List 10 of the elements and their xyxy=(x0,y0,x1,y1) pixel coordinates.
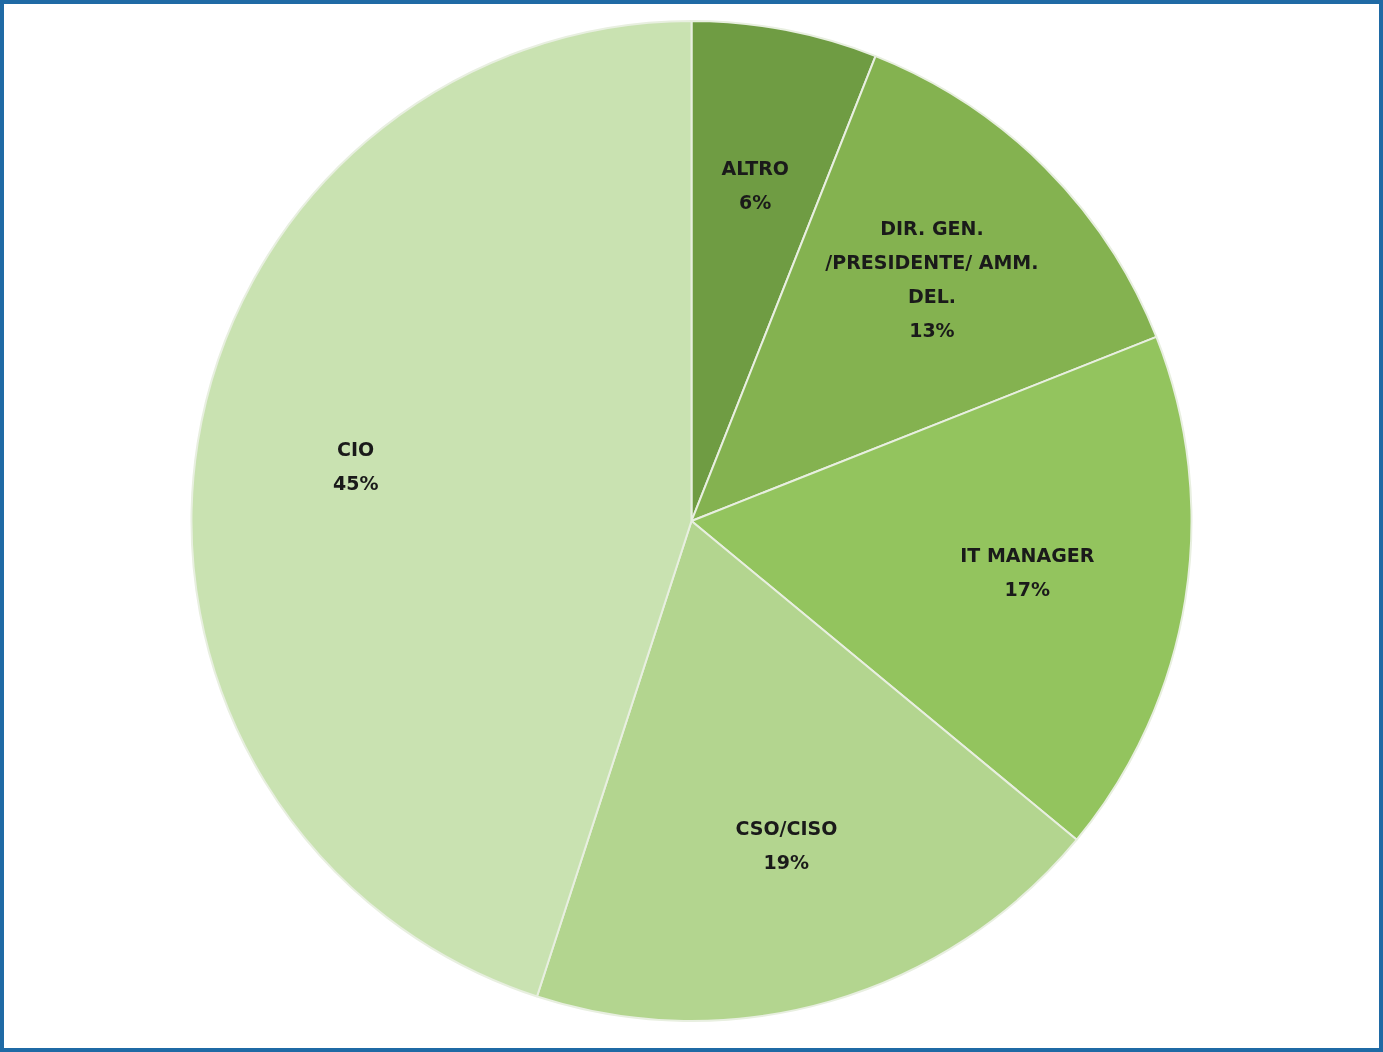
data-label: 6% xyxy=(739,190,772,213)
slice-label: IT MANAGER xyxy=(960,544,1095,567)
slice-label: DIR. GEN. /PRESIDENTE/ AMM. DEL. xyxy=(825,216,1039,307)
data-label: 13% xyxy=(909,318,955,341)
data-label: 19% xyxy=(763,851,810,874)
data-label: 17% xyxy=(1004,578,1051,601)
slice-label: CIO xyxy=(337,437,375,460)
data-label: 45% xyxy=(332,471,379,494)
slice-label: CSO/CISO xyxy=(735,817,838,840)
slice-label: ALTRO xyxy=(721,156,789,179)
